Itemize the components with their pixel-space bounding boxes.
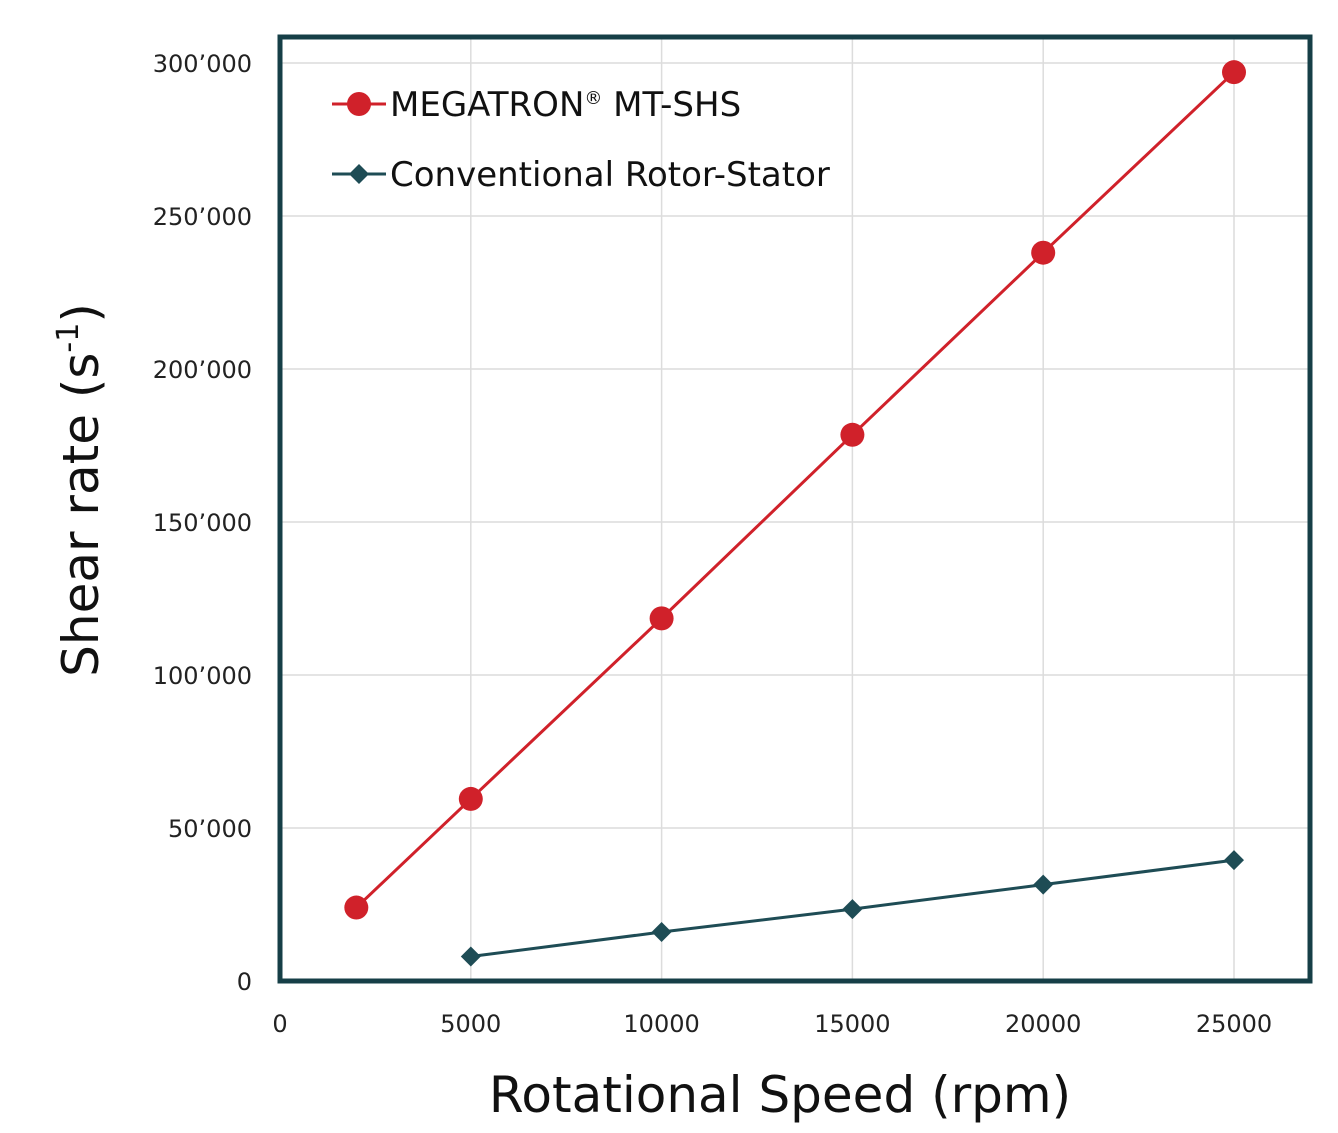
series-line-0 [355,71,1236,909]
x-axis-title: Rotational Speed (rpm) [489,1066,1071,1124]
x-tick-label: 15000 [814,1010,890,1038]
y-tick-label: 50’000 [168,815,252,843]
y-tick-label: 200’000 [153,356,252,384]
y-tick-label: 250’000 [153,203,252,231]
legend-label-megatron-registered: ® [584,88,602,109]
legend-swatch-marker [349,164,369,184]
x-tick-label: 25000 [1196,1010,1272,1038]
tick-labels: 0 5000 10000 15000 20000 25000 0 50’000 100’000 1… [153,50,1272,1038]
data-point [1031,240,1056,265]
data-point [1222,60,1246,85]
legend-item-conventional: Conventional Rotor-Stator [332,155,830,195]
data-point [1224,850,1244,871]
y-axis-title-suffix: ) [52,303,110,323]
data-point [840,422,865,447]
legend-label-megatron-name: MEGATRON [390,85,584,125]
legend-label-conventional: Conventional Rotor-Stator [390,155,830,195]
legend: MEGATRON® MT-SHS Conventional Rotor-Stat… [332,85,830,195]
y-axis-title-superscript: -1 [51,323,86,353]
legend-label-megatron-suffix: MT-SHS [602,85,741,125]
data-point [344,895,369,920]
y-tick-label: 0 [237,968,252,996]
y-tick-label: 100’000 [153,662,252,690]
data-point [1033,874,1054,895]
y-tick-label: 300’000 [153,50,252,78]
data-point [649,606,674,631]
x-tick-label: 10000 [623,1010,699,1038]
grid-lines [280,37,1310,981]
data-point [458,786,483,811]
y-axis-title: Shear rate (s-1) [51,303,110,677]
legend-swatch-marker [347,92,371,116]
legend-label-megatron: MEGATRON® MT-SHS [390,85,741,125]
plot-frame [277,34,1313,984]
series-layer [344,60,1246,967]
data-point [651,922,672,943]
x-tick-label: 20000 [1005,1010,1081,1038]
y-tick-label: 150’000 [153,509,252,537]
x-tick-label: 5000 [440,1010,501,1038]
data-point [842,899,863,920]
x-tick-label: 0 [272,1010,287,1038]
y-axis-title-main: Shear rate (s [52,353,110,677]
legend-item-megatron: MEGATRON® MT-SHS [332,85,741,125]
data-point [460,946,481,967]
